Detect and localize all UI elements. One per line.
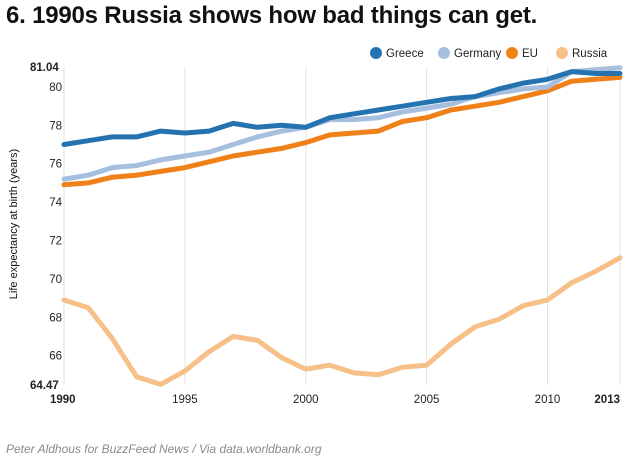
y-tick-label-76: 76 (49, 159, 62, 171)
y-tick-label-78: 78 (49, 120, 62, 132)
y-tick-label-72: 72 (49, 235, 62, 247)
legend-item-germany: Germany (438, 47, 502, 60)
x-tick-label-2013: 2013 (594, 394, 620, 406)
legend-marker-germany (438, 47, 450, 59)
legend-label-greece: Greece (386, 48, 424, 60)
y-tick-label-74: 74 (49, 197, 62, 209)
legend-label-eu: EU (522, 48, 538, 60)
legend-marker-russia (556, 47, 568, 59)
y-tick-label-64.47: 64.47 (30, 380, 59, 392)
x-tick-label-2000: 2000 (293, 394, 319, 406)
x-tick-label-2005: 2005 (414, 394, 440, 406)
y-tick-label-68: 68 (49, 312, 62, 324)
series-lines (61, 65, 623, 387)
legend-marker-eu (506, 47, 518, 59)
x-tick-label-1995: 1995 (172, 394, 198, 406)
legend-item-eu: EU (506, 47, 538, 60)
legend-item-greece: Greece (370, 47, 424, 60)
legend-marker-greece (370, 47, 382, 59)
y-tick-label-81.04: 81.04 (30, 62, 59, 74)
x-tick-label-2010: 2010 (535, 394, 561, 406)
legend-label-germany: Germany (454, 48, 502, 60)
legend: Greece Germany EU Russia (370, 47, 608, 60)
series-line-eu (61, 74, 623, 188)
series-line-greece (61, 69, 623, 147)
y-tick-label-80: 80 (49, 82, 62, 94)
x-tick-label-1990: 1990 (50, 394, 76, 406)
legend-item-russia: Russia (556, 47, 608, 60)
series-line-germany (61, 65, 623, 182)
chart-title: 6. 1990s Russia shows how bad things can… (6, 2, 538, 29)
x-axis-ticks: 1990 1995 2000 2005 2010 2013 (50, 394, 620, 406)
y-axis-ticks: 64.47 66 68 70 72 74 76 78 80 81.04 (30, 62, 63, 392)
series-line-russia (61, 255, 623, 387)
y-tick-label-70: 70 (49, 274, 62, 286)
y-axis-label: Life expectancy at birth (years) (8, 149, 20, 299)
y-tick-label-66: 66 (49, 351, 62, 363)
legend-label-russia: Russia (572, 48, 608, 60)
source-credit: Peter Aldhous for BuzzFeed News / Via da… (6, 442, 322, 456)
